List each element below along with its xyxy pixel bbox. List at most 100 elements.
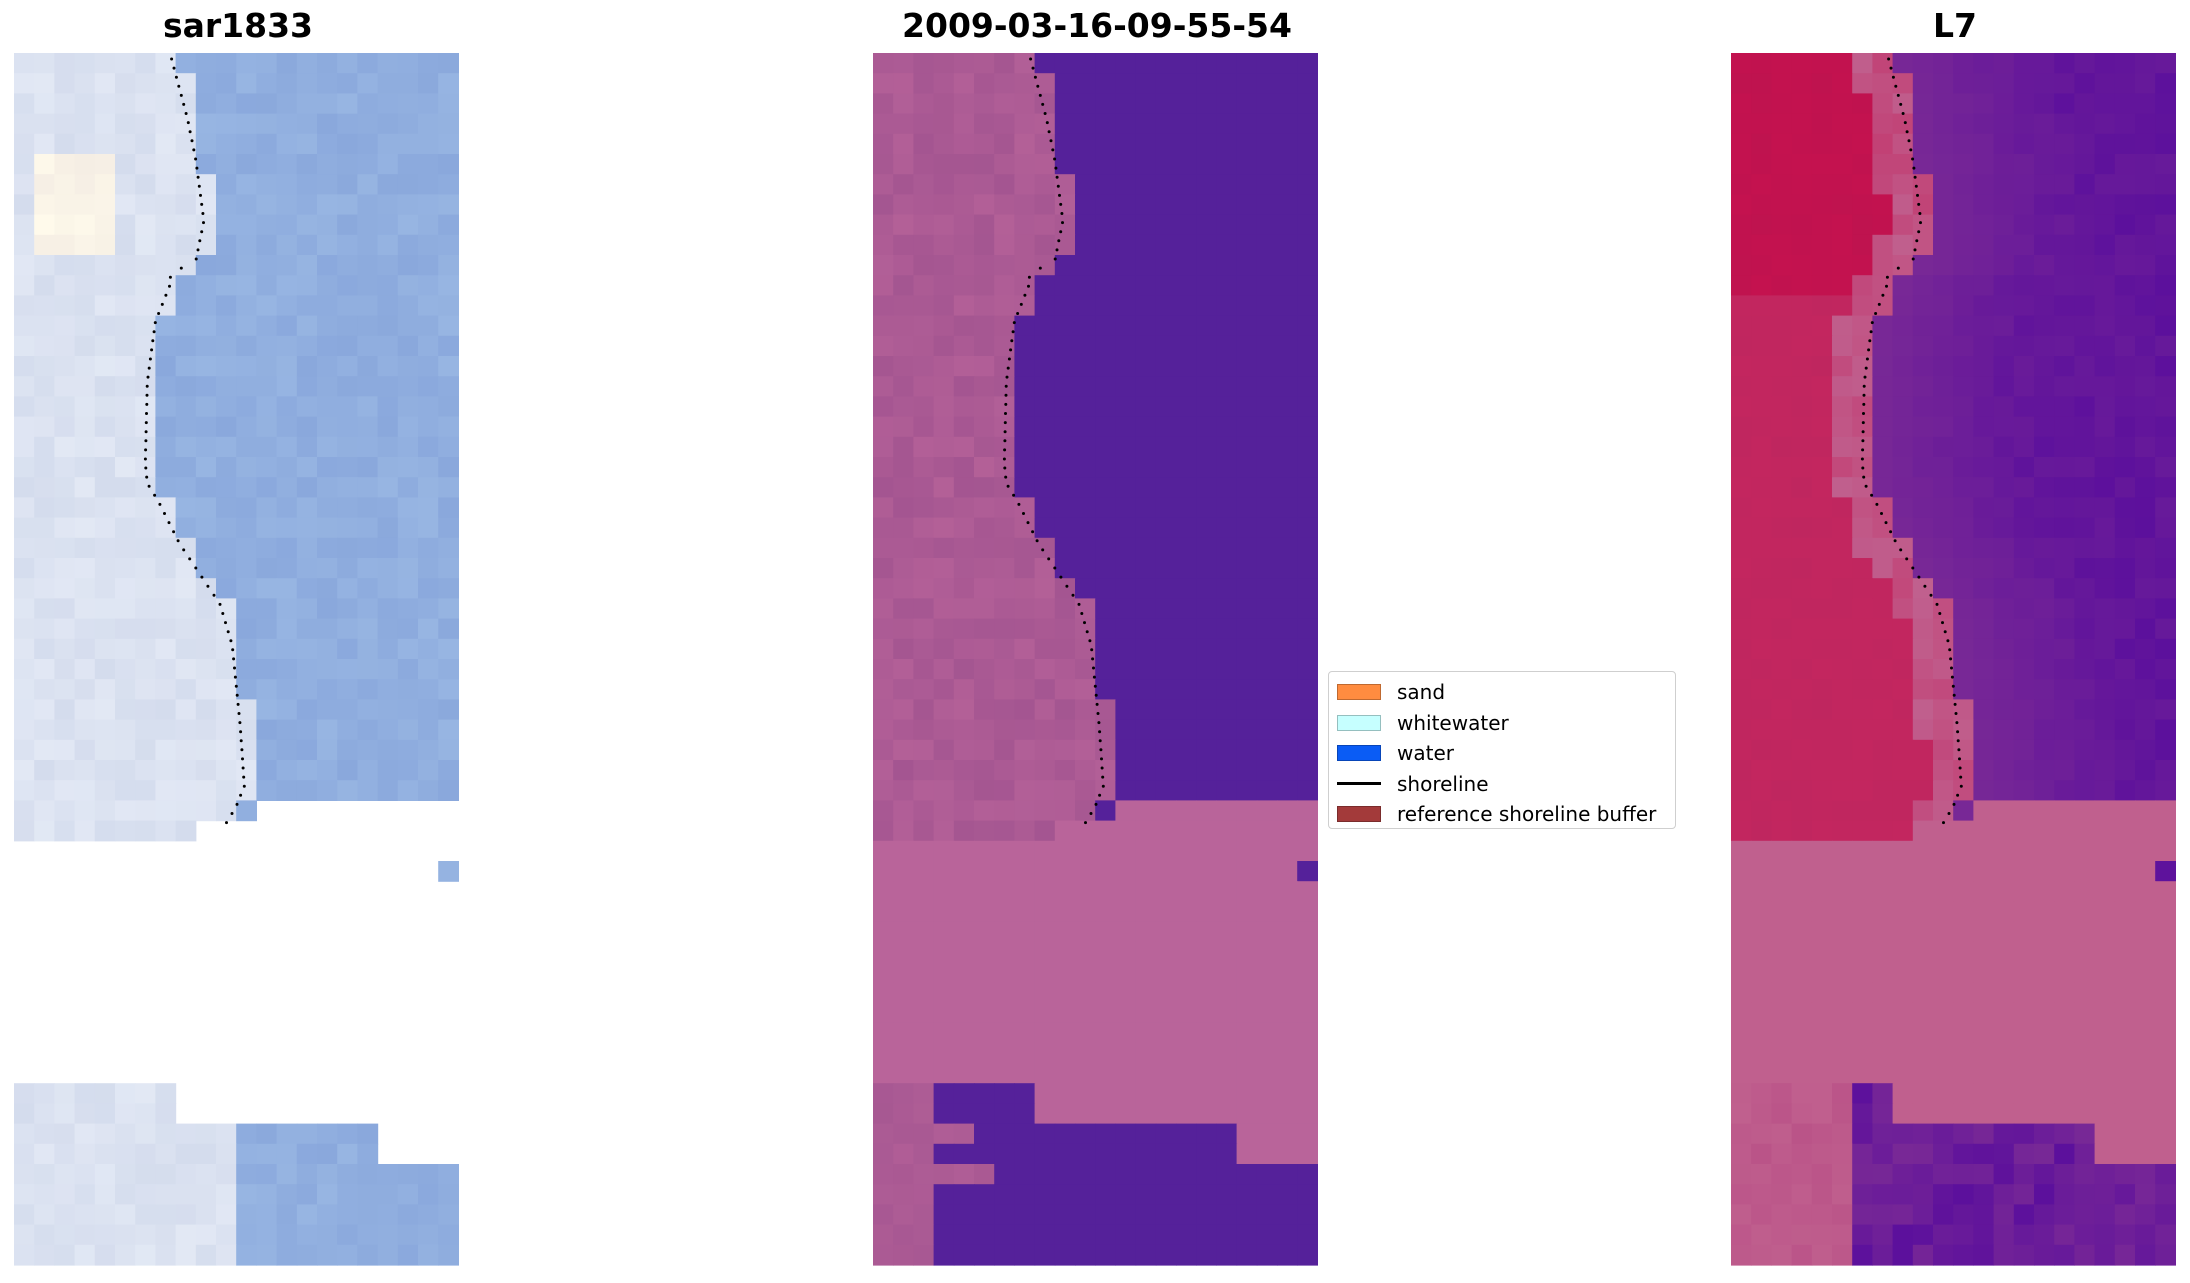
- l7-pixel: [1731, 1184, 1752, 1205]
- class-pixel: [1256, 760, 1278, 781]
- class-pixel: [1155, 1083, 1177, 1104]
- class-pixel: [994, 1042, 1015, 1064]
- class-pixel: [1277, 356, 1298, 377]
- rgb-pixel: [14, 820, 35, 842]
- class-pixel: [1095, 1204, 1116, 1226]
- l7-pixel: [1791, 861, 1813, 882]
- rgb-pixel: [135, 1224, 156, 1246]
- l7-pixel: [2135, 699, 2156, 721]
- class-pixel: [873, 255, 894, 276]
- l7-pixel: [2155, 659, 2176, 680]
- class-pixel: [1176, 133, 1197, 155]
- l7-pixel: [2013, 396, 2035, 418]
- l7-pixel: [2135, 255, 2156, 276]
- class-pixel: [913, 537, 935, 559]
- l7-pixel: [2034, 962, 2055, 983]
- l7-pixel: [1771, 881, 1793, 902]
- rgb-pixel: [155, 1184, 177, 1205]
- l7-pixel: [2094, 194, 2116, 216]
- l7-pixel: [1771, 1224, 1793, 1246]
- class-pixel: [1155, 780, 1177, 801]
- shoreline-point: [1950, 675, 1954, 679]
- class-pixel: [873, 356, 894, 377]
- l7-pixel: [2155, 962, 2176, 983]
- class-pixel: [953, 335, 975, 357]
- l7-pixel: [1852, 436, 1873, 458]
- shoreline-point: [1083, 621, 1086, 625]
- l7-pixel: [2135, 214, 2156, 236]
- l7-pixel: [1832, 739, 1853, 761]
- shoreline-point: [182, 548, 186, 552]
- rgb-pixel: [14, 618, 35, 640]
- class-pixel: [873, 901, 894, 923]
- class-pixel: [1196, 861, 1217, 882]
- class-pixel: [1034, 174, 1056, 195]
- l7-pixel: [1892, 275, 1914, 296]
- l7-pixel: [1751, 214, 1772, 236]
- rgb-pixel: [135, 315, 156, 337]
- class-pixel: [1155, 73, 1177, 94]
- l7-pixel: [1892, 477, 1914, 498]
- shoreline-point: [147, 366, 151, 370]
- rgb-pixel: [115, 1083, 136, 1104]
- l7-pixel: [1751, 275, 1772, 296]
- rgb-pixel: [276, 436, 298, 458]
- l7-pixel: [2114, 1224, 2136, 1246]
- l7-pixel: [1872, 73, 1894, 94]
- class-pixel: [1277, 1002, 1298, 1024]
- class-pixel: [1075, 416, 1096, 438]
- l7-pixel: [1973, 719, 1995, 741]
- class-pixel: [1176, 315, 1197, 337]
- l7-pixel: [1912, 477, 1934, 498]
- rgb-pixel: [34, 1164, 55, 1185]
- class-pixel: [1155, 315, 1177, 337]
- class-pixel: [953, 416, 975, 438]
- rgb-pixel: [175, 1224, 197, 1246]
- rgb-pixel: [34, 477, 55, 498]
- class-pixel: [1115, 982, 1137, 1003]
- l7-pixel: [2034, 356, 2055, 377]
- l7-pixel: [1771, 275, 1793, 296]
- rgb-pixel: [438, 174, 459, 195]
- class-pixel: [1034, 1103, 1056, 1125]
- rgb-pixel: [74, 1224, 96, 1246]
- class-pixel: [1115, 861, 1137, 882]
- rgb-pixel: [337, 436, 358, 458]
- rgb-pixel: [357, 1123, 379, 1145]
- class-pixel: [974, 315, 995, 337]
- l7-pixel: [2094, 840, 2116, 862]
- l7-pixel: [1892, 558, 1914, 579]
- rgb-pixel: [317, 214, 338, 236]
- class-pixel: [953, 719, 975, 741]
- rgb-pixel: [155, 416, 177, 438]
- l7-pixel: [2074, 376, 2096, 397]
- rgb-pixel: [74, 699, 96, 721]
- l7-pixel: [1811, 659, 1833, 680]
- l7-pixel: [2074, 1022, 2096, 1044]
- rgb-pixel: [377, 457, 399, 478]
- class-pixel: [1115, 659, 1137, 680]
- l7-pixel: [1912, 840, 1934, 862]
- shoreline-point: [1041, 548, 1045, 552]
- l7-pixel: [2094, 53, 2116, 74]
- class-pixel: [1115, 962, 1137, 983]
- l7-pixel: [1811, 73, 1833, 94]
- l7-pixel: [2135, 719, 2156, 741]
- shoreline-swatch: [1337, 782, 1381, 786]
- l7-pixel: [2013, 739, 2035, 761]
- class-pixel: [974, 1184, 995, 1205]
- l7-pixel: [2155, 780, 2176, 801]
- rgb-pixel: [94, 477, 116, 498]
- class-pixel: [1075, 1204, 1096, 1226]
- shoreline-point: [1059, 575, 1063, 579]
- l7-pixel: [2094, 1143, 2116, 1165]
- class-pixel: [994, 194, 1015, 216]
- l7-pixel: [1771, 760, 1793, 781]
- rgb-pixel: [135, 1244, 156, 1266]
- rgb-pixel: [337, 416, 358, 438]
- l7-pixel: [1973, 659, 1995, 680]
- l7-pixel: [2094, 962, 2116, 983]
- class-pixel: [974, 800, 995, 822]
- l7-pixel: [2155, 194, 2176, 216]
- rgb-pixel: [74, 578, 96, 599]
